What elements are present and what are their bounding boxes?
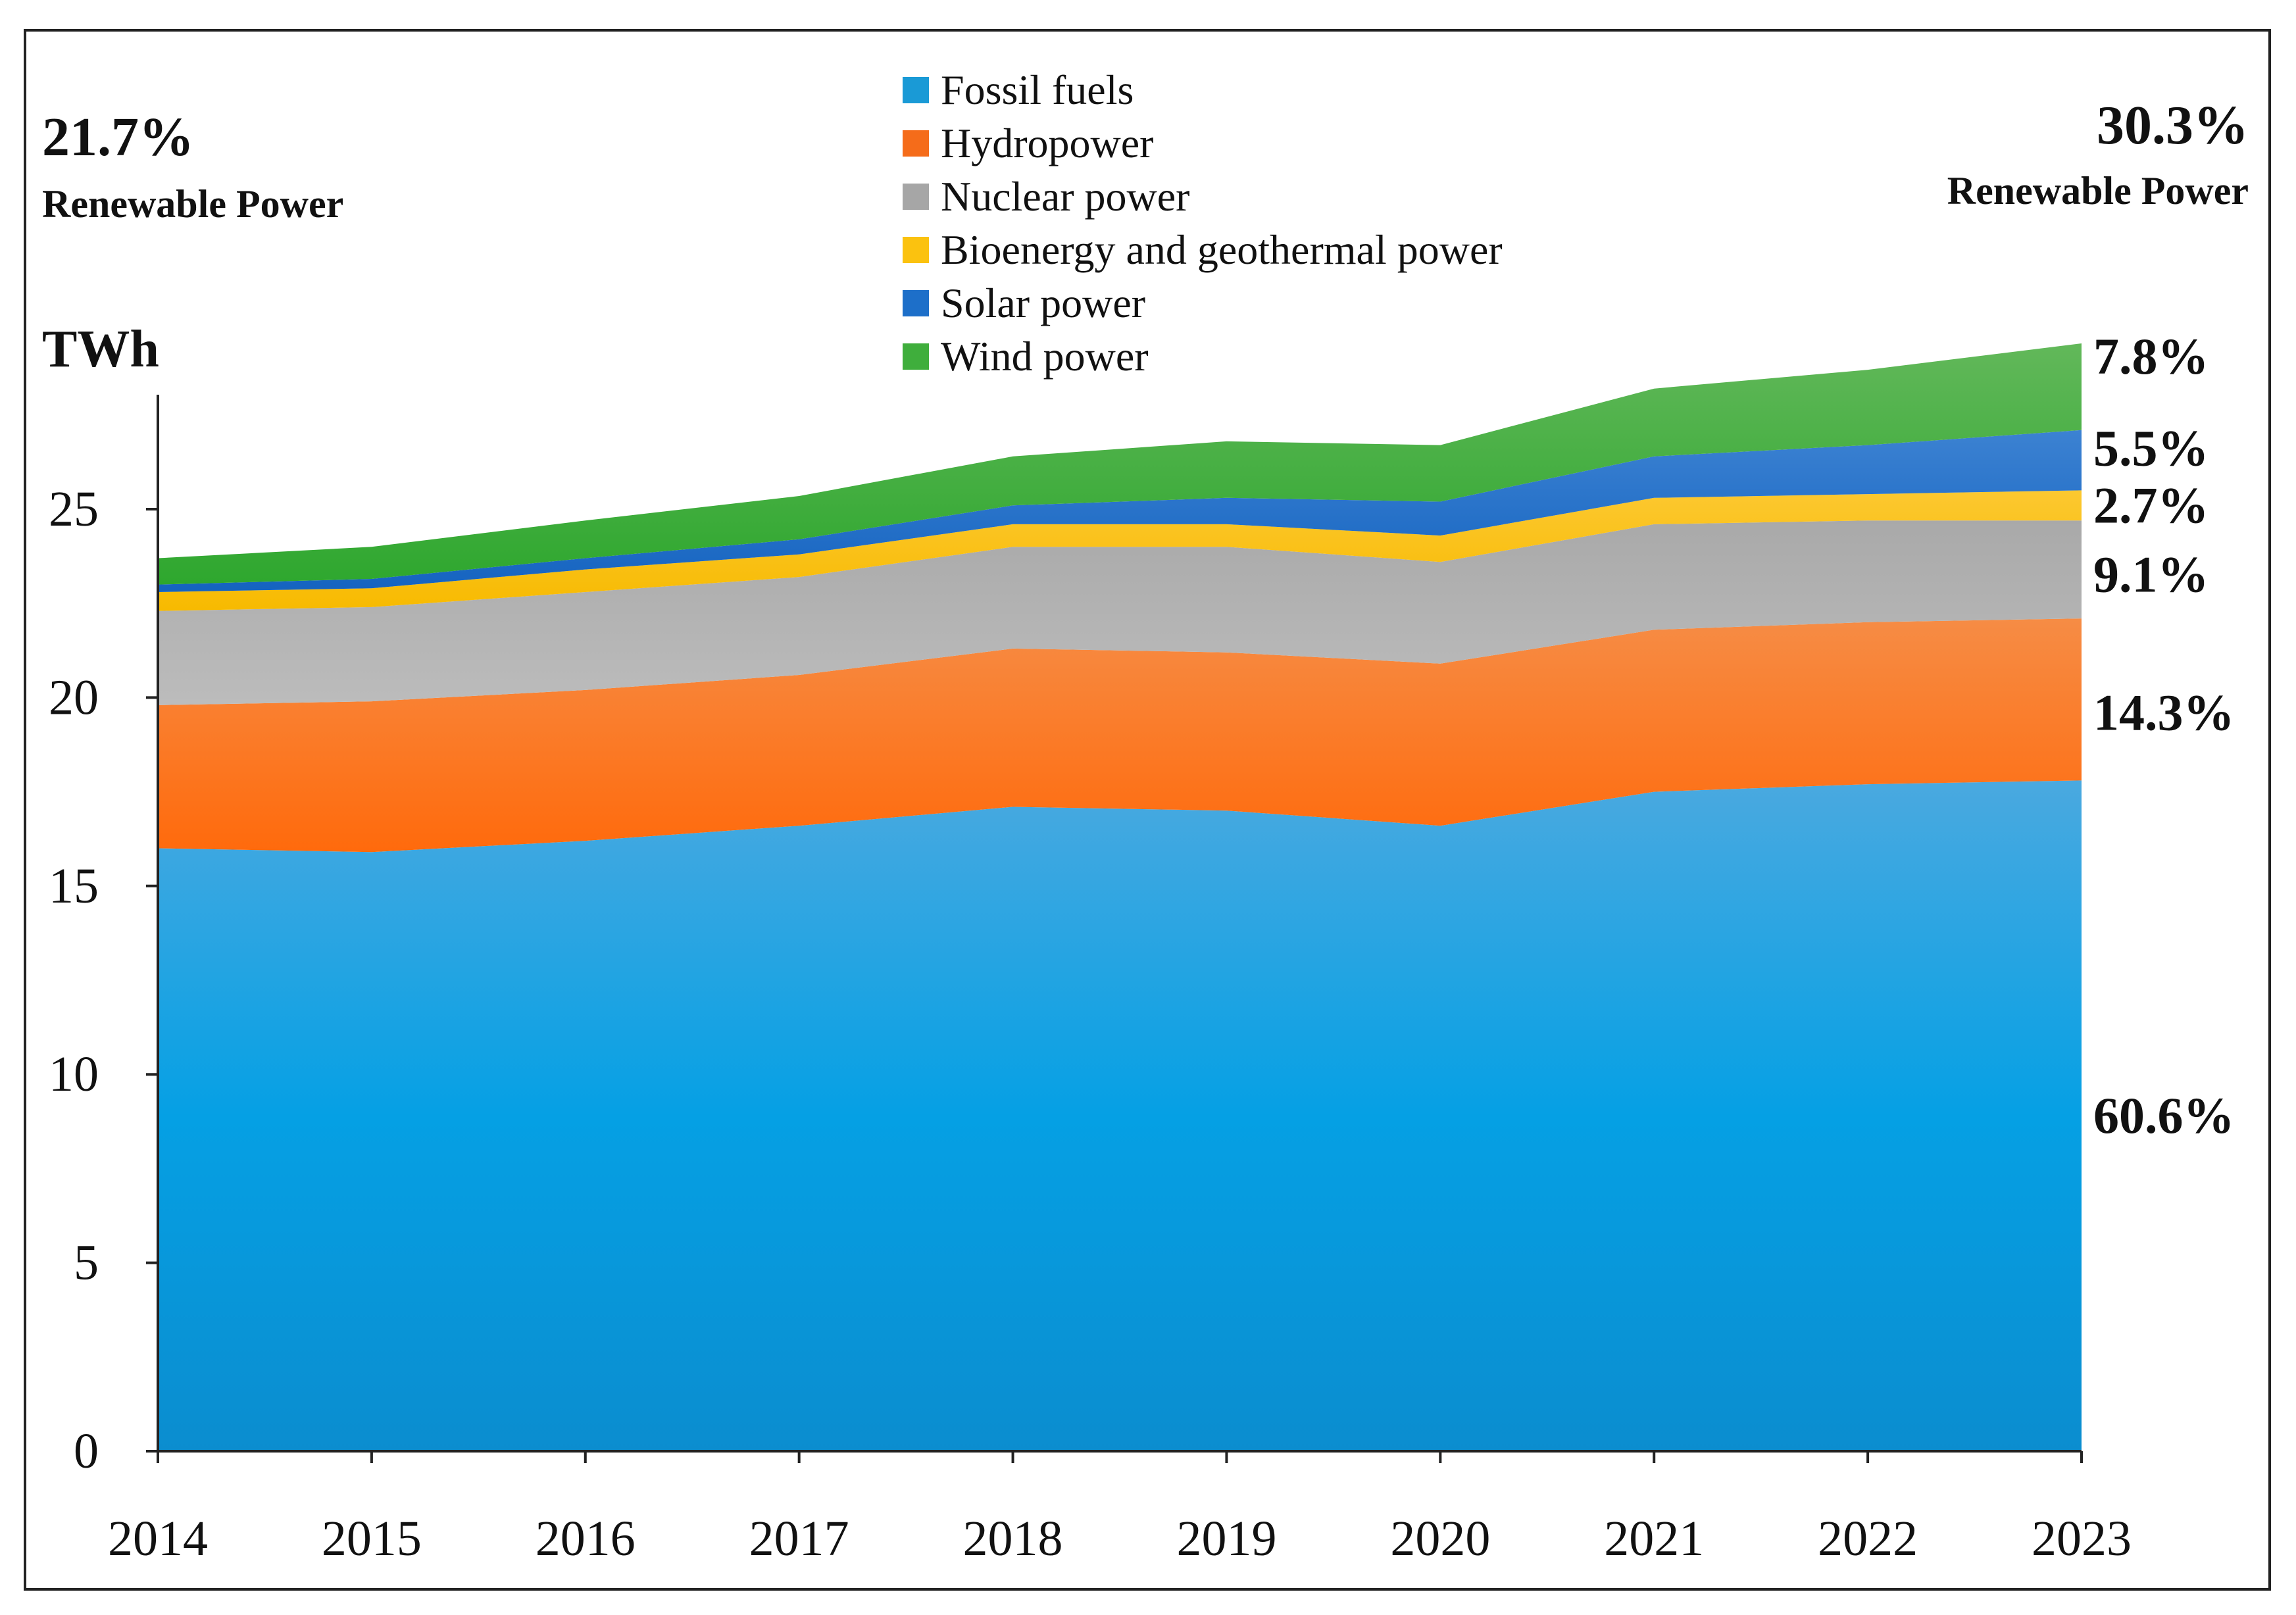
legend-label-nuclear-power: Nuclear power: [941, 172, 1190, 220]
x-tick-label: 2020: [1390, 1511, 1490, 1566]
area-bioenergy-and-geothermal-power: [158, 490, 2082, 611]
y-tick-label: 5: [74, 1235, 99, 1291]
x-tick-label: 2016: [536, 1511, 636, 1566]
right-renewable-label: Renewable Power: [1947, 169, 2249, 212]
left-renewable-label: Renewable Power: [42, 182, 344, 226]
x-tick-label: 2021: [1604, 1511, 1704, 1566]
x-tick-label: 2023: [2032, 1511, 2132, 1566]
legend-item-fossil-fuels: Fossil fuels: [903, 63, 1503, 116]
right-renewable-share: 30.3%: [2097, 95, 2249, 156]
legend-swatch-wind-power: [903, 343, 929, 370]
legend-label-bioenergy: Bioenergy and geothermal power: [941, 226, 1503, 273]
area-wind-power: [158, 343, 2082, 585]
legend-item-nuclear-power: Nuclear power: [903, 170, 1503, 223]
legend-item-solar-power: Solar power: [903, 276, 1503, 330]
legend-swatch-bioenergy: [903, 236, 929, 263]
end-label-wind-power: 7.8%: [2093, 328, 2209, 385]
x-tick-label: 2022: [1818, 1511, 1918, 1566]
area-fossil-fuels: [158, 780, 2082, 1451]
end-label-nuclear-power: 9.1%: [2093, 546, 2209, 603]
end-label-bioenergy-and-geothermal-power: 2.7%: [2093, 476, 2209, 534]
y-tick-label: 0: [74, 1424, 99, 1479]
legend-label-solar-power: Solar power: [941, 279, 1146, 326]
y-tick-label: 20: [49, 670, 99, 725]
legend-swatch-hydropower: [903, 130, 929, 157]
y-axis-unit-label: TWh: [42, 320, 159, 378]
chart-frame: [24, 29, 2271, 1591]
y-tick-label: 15: [49, 858, 99, 914]
legend-item-hydropower: Hydropower: [903, 116, 1503, 170]
x-tick-label: 2015: [322, 1511, 422, 1566]
end-label-fossil-fuels: 60.6%: [2093, 1087, 2235, 1144]
legend-label-hydropower: Hydropower: [941, 119, 1154, 166]
area-solar-power: [158, 430, 2082, 592]
legend: Fossil fuels Hydropower Nuclear power Bi…: [903, 63, 1503, 383]
legend-swatch-fossil-fuels: [903, 76, 929, 103]
legend-label-fossil-fuels: Fossil fuels: [941, 66, 1134, 113]
end-label-hydropower: 14.3%: [2093, 683, 2235, 741]
legend-swatch-solar-power: [903, 289, 929, 316]
x-tick-label: 2018: [963, 1511, 1063, 1566]
legend-swatch-nuclear-power: [903, 183, 929, 210]
area-nuclear-power: [158, 520, 2082, 705]
y-tick-label: 25: [49, 482, 99, 537]
area-hydropower: [158, 618, 2082, 853]
legend-label-wind-power: Wind power: [941, 332, 1149, 380]
legend-item-wind-power: Wind power: [903, 330, 1503, 383]
end-label-solar-power: 5.5%: [2093, 420, 2209, 477]
x-tick-label: 2019: [1176, 1511, 1276, 1566]
legend-item-bioenergy: Bioenergy and geothermal power: [903, 223, 1503, 276]
x-tick-label: 2017: [749, 1511, 849, 1566]
left-renewable-share: 21.7%: [42, 107, 194, 168]
y-tick-label: 10: [49, 1047, 99, 1102]
x-tick-label: 2014: [108, 1511, 208, 1566]
